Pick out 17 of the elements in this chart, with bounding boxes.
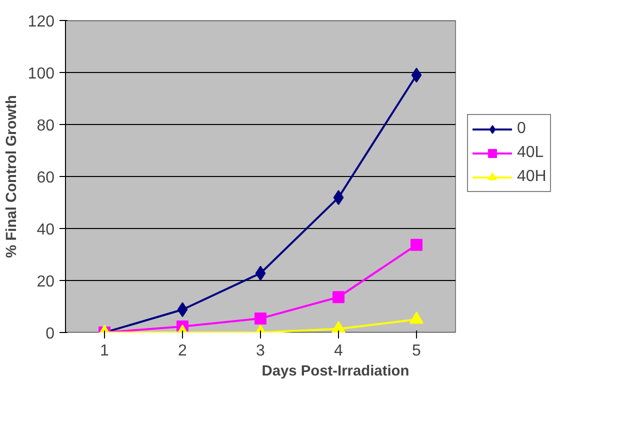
- y-tick-label: 20: [36, 274, 55, 290]
- y-tick-label: 60: [36, 170, 55, 186]
- y-tick-label: 120: [28, 14, 55, 30]
- x-tick-label: 2: [178, 342, 188, 360]
- x-tick-label: 5: [412, 342, 422, 360]
- legend-label: 0: [517, 120, 527, 138]
- y-tick-label: 80: [36, 118, 55, 134]
- y-tick-label: 0: [46, 326, 55, 342]
- x-tick-label: 3: [256, 342, 266, 360]
- x-tick-label: 4: [334, 342, 344, 360]
- y-tick-label: 100: [28, 66, 55, 82]
- legend-label: 40H: [517, 168, 546, 186]
- x-axis-title: Days Post-Irradiation: [262, 364, 410, 380]
- y-axis-title: % Final Control Growth: [4, 95, 20, 258]
- y-tick-label: 40: [36, 222, 55, 238]
- x-tick-label: 1: [100, 342, 110, 360]
- legend-label: 40L: [517, 144, 544, 162]
